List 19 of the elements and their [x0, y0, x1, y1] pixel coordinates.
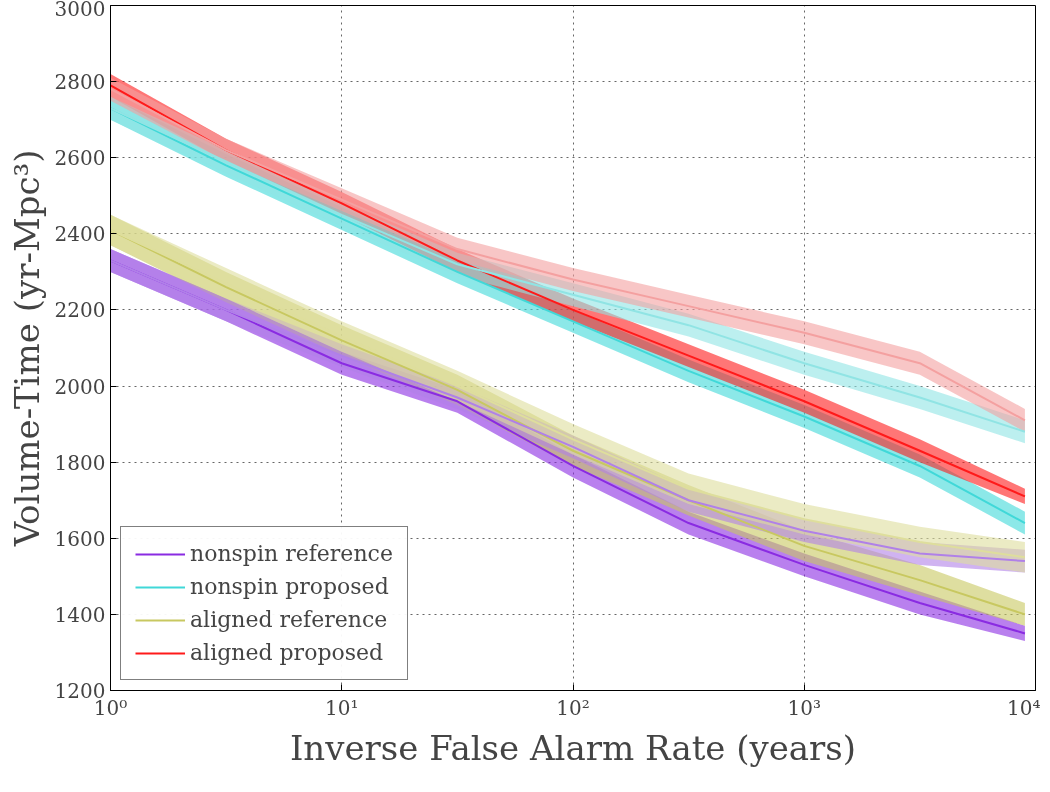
- y-tick-label: 1600: [54, 526, 106, 551]
- y-tick-label: 2400: [54, 222, 106, 247]
- x-tick-label: 10²: [556, 695, 590, 720]
- y-tick-label: 2000: [54, 374, 106, 399]
- y-tick-label: 2200: [54, 298, 106, 323]
- x-tick-label: 10³: [787, 695, 821, 720]
- legend-label: aligned reference: [190, 607, 388, 632]
- y-tick-label: 1800: [54, 450, 106, 475]
- y-tick-label: 2600: [54, 146, 106, 171]
- legend-label: aligned proposed: [190, 640, 384, 665]
- y-tick-label: 1400: [54, 602, 106, 627]
- legend-label: nonspin proposed: [190, 574, 389, 599]
- x-tick-label: 10⁴: [1007, 695, 1041, 720]
- y-tick-label: 3000: [54, 0, 106, 21]
- x-tick-label: 10¹: [325, 695, 359, 720]
- y-axis-title: Volume-Time (yr-Mpc³): [6, 149, 47, 548]
- y-tick-label: 2800: [54, 70, 106, 95]
- legend-label: nonspin reference: [190, 541, 393, 566]
- x-axis-title: Inverse False Alarm Rate (years): [289, 727, 857, 768]
